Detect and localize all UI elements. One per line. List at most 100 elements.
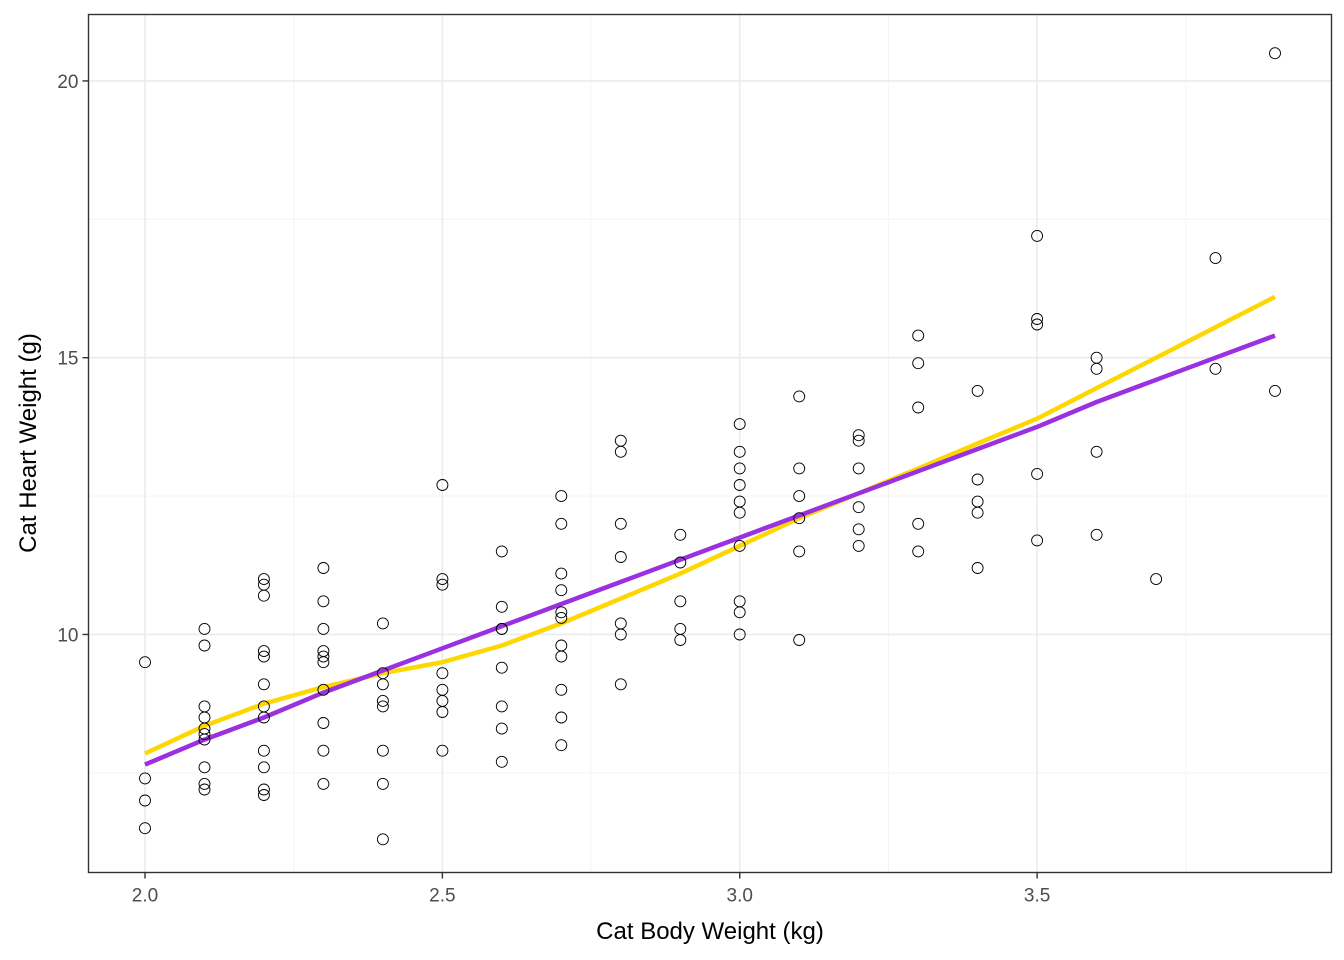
data-point — [614, 517, 627, 530]
data-point — [1031, 467, 1044, 480]
data-point — [495, 600, 508, 613]
smooth-lines — [144, 294, 1277, 767]
data-point — [436, 578, 449, 591]
data-point — [257, 783, 270, 796]
minor-gridlines — [88, 14, 1332, 873]
data-point — [376, 694, 389, 707]
data-point — [317, 683, 330, 696]
data-point — [436, 667, 449, 680]
data-point — [1209, 252, 1222, 265]
data-point — [674, 528, 687, 541]
data-point — [257, 711, 270, 724]
data-point — [733, 418, 746, 431]
data-point — [139, 822, 151, 835]
data-point — [555, 650, 568, 663]
data-point — [614, 628, 627, 641]
x-axis-title: Cat Body Weight (kg) — [596, 918, 824, 945]
data-point — [912, 517, 925, 530]
data-point — [376, 678, 389, 691]
data-point — [555, 567, 568, 580]
data-point — [852, 462, 865, 475]
panel-background — [88, 14, 1332, 873]
x-tick-label: 3.0 — [727, 886, 753, 907]
smooth-line-1 — [144, 294, 1277, 756]
data-point — [733, 506, 746, 519]
x-tick-label: 2.0 — [132, 886, 158, 907]
data-point — [257, 789, 270, 801]
data-point — [1209, 362, 1222, 375]
smooth-line-2 — [144, 333, 1276, 767]
data-point — [1031, 318, 1044, 331]
data-point — [555, 584, 568, 597]
x-tick-label: 3.5 — [1024, 886, 1050, 907]
panel-border — [87, 13, 1333, 874]
data-point — [912, 329, 925, 342]
data-point — [614, 551, 627, 563]
data-point — [912, 401, 925, 414]
data-point — [495, 661, 508, 674]
x-tick-label: 2.5 — [429, 886, 455, 907]
data-point — [198, 761, 211, 774]
data-point — [257, 678, 270, 691]
data-point — [436, 744, 449, 757]
data-point — [376, 833, 389, 846]
data-point — [614, 445, 627, 458]
data-point — [1269, 384, 1281, 397]
data-point — [139, 772, 151, 785]
data-point — [317, 717, 330, 729]
data-point — [317, 622, 330, 635]
x-axis-ticks: 2.0 2.5 3.0 3.5 — [132, 872, 1050, 907]
data-point — [198, 783, 211, 796]
data-point — [376, 700, 389, 713]
data-point — [852, 429, 865, 442]
major-gridlines — [88, 14, 1332, 873]
data-points — [139, 47, 1281, 846]
y-axis-title: Cat Heart Weight (g) — [15, 333, 42, 553]
data-point — [733, 479, 746, 491]
data-point — [436, 706, 449, 718]
y-tick-label: 15 — [57, 349, 78, 370]
data-point — [852, 523, 865, 536]
data-point — [317, 562, 330, 574]
data-point — [495, 722, 508, 735]
data-point — [495, 545, 508, 558]
data-point — [555, 739, 568, 752]
data-point — [733, 539, 746, 552]
data-point — [971, 384, 984, 397]
data-point — [912, 357, 925, 370]
data-point — [555, 683, 568, 696]
data-point — [971, 506, 984, 519]
data-point — [971, 562, 984, 574]
data-point — [1090, 362, 1103, 375]
data-point — [852, 501, 865, 514]
data-point — [198, 728, 211, 741]
data-point — [495, 755, 508, 768]
data-point — [1090, 445, 1103, 458]
data-point — [793, 390, 806, 403]
data-point — [793, 490, 806, 503]
data-point — [317, 656, 330, 669]
y-axis-ticks: 10 15 20 — [57, 72, 89, 646]
data-point — [376, 777, 389, 790]
data-point — [614, 678, 627, 691]
data-point — [1150, 573, 1163, 586]
data-point — [555, 517, 568, 530]
data-point — [257, 744, 270, 757]
data-point — [376, 617, 389, 630]
data-point — [912, 545, 925, 558]
data-point — [198, 639, 211, 652]
data-point — [198, 733, 211, 746]
data-point — [1269, 47, 1281, 60]
data-point — [1031, 313, 1044, 325]
data-point — [793, 462, 806, 475]
data-point — [317, 744, 330, 757]
data-point — [555, 611, 568, 624]
y-tick-label: 10 — [57, 625, 78, 646]
data-point — [793, 634, 806, 646]
data-point — [495, 700, 508, 713]
data-point — [674, 634, 687, 646]
data-point — [257, 573, 270, 586]
data-point — [674, 556, 687, 569]
data-point — [674, 595, 687, 608]
